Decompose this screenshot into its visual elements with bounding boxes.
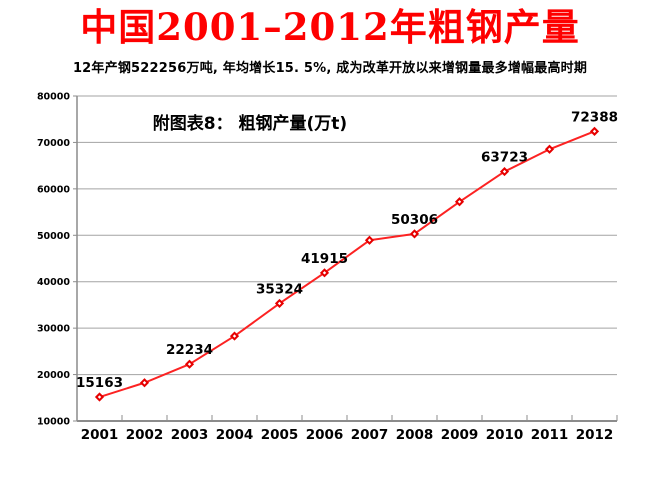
x-tick-label: 2003 [171,427,209,443]
data-point-marker-center-2001 [97,395,102,399]
x-tick-label: 2006 [306,427,344,443]
chart-annotation: 附图表8： 粗钢产量(万t) [152,114,348,134]
x-tick-label: 2009 [441,427,479,443]
y-tick-label: 60000 [37,184,70,195]
data-point-marker-center-2012 [592,129,597,134]
data-point-label-2012: 72388 [571,109,618,125]
data-point-label-2006: 41915 [301,251,348,267]
y-tick-label: 80000 [37,92,70,103]
data-point-label-2003: 22234 [166,342,213,358]
y-tick-label: 30000 [37,324,70,335]
data-point-marker-center-2008 [412,232,417,236]
x-tick-label: 2001 [81,427,119,443]
data-point-marker-center-2003 [187,362,192,366]
data-point-label-2001: 15163 [76,375,123,391]
data-point-marker-center-2005 [277,301,282,306]
data-point-label-2005: 35324 [256,281,303,297]
data-point-marker-center-2007 [367,238,372,242]
data-point-marker-center-2006 [322,271,327,275]
y-tick-label: 10000 [37,417,70,428]
data-point-marker-center-2004 [232,334,237,338]
x-tick-label: 2005 [261,427,299,443]
data-point-marker-center-2002 [142,381,147,385]
data-point-marker-center-2009 [457,200,462,204]
data-point-marker-center-2011 [547,147,552,151]
y-tick-label: 40000 [37,277,70,288]
series-line [98,130,596,399]
x-tick-label: 2004 [216,427,254,443]
data-point-label-2008: 50306 [391,212,438,228]
chart-subtitle: 12年产钢522256万吨, 年均增长15. 5%, 成为改革开放以来增钢量最多… [72,61,588,76]
x-tick-label: 2007 [351,427,389,443]
x-tick-label: 2011 [531,427,569,443]
x-tick-label: 2002 [126,427,164,443]
chart-title: 中国2001–2012年粗钢产量 [80,5,580,49]
data-point-marker-center-2010 [502,169,507,174]
y-tick-label: 50000 [37,231,70,242]
data-point-label-2010: 63723 [481,150,528,166]
x-tick-label: 2010 [486,427,524,443]
y-tick-label: 20000 [37,370,70,381]
y-tick-label: 70000 [37,138,70,149]
x-tick-label: 2012 [576,427,614,443]
x-tick-label: 2008 [396,427,434,443]
